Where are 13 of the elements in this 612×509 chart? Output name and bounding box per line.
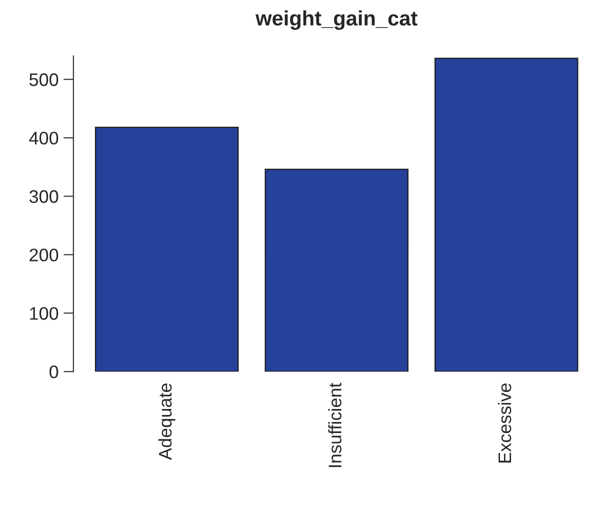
bar — [264, 168, 408, 372]
x-tick-label: Excessive — [498, 383, 512, 462]
y-tick-label: 300 — [29, 190, 58, 203]
y-tick-label: 0 — [50, 366, 58, 378]
y-tick-label: 500 — [29, 73, 58, 86]
bar — [434, 58, 578, 372]
x-tick-label: Insufficient — [328, 382, 342, 468]
bar — [94, 126, 239, 372]
y-tick-label: 200 — [30, 248, 58, 262]
chart-title: weight_gain_cat — [256, 10, 418, 30]
y-tick-label: 100 — [30, 307, 58, 320]
x-tick-label: Adequate — [158, 383, 176, 460]
y-tick-label: 400 — [29, 132, 58, 145]
